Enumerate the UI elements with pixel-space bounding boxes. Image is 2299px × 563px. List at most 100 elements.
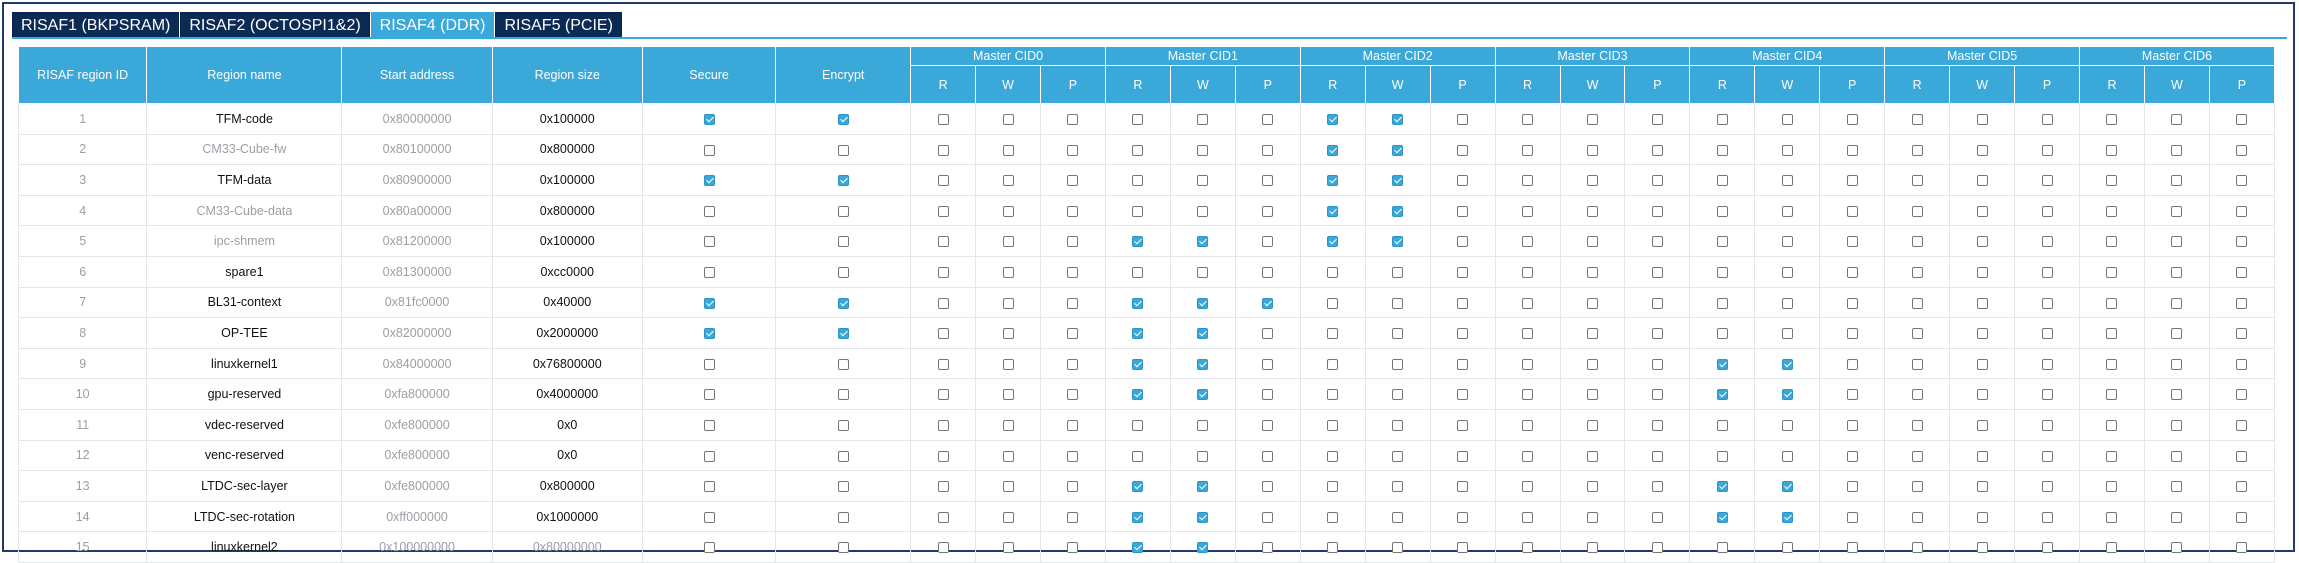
cid1-w-checkbox[interactable]: [1197, 266, 1209, 278]
cid4-r-checkbox[interactable]: [1716, 114, 1728, 125]
cid4-w-checkbox[interactable]: [1781, 389, 1793, 401]
cid3-w-checkbox[interactable]: [1586, 175, 1598, 187]
cid4-p-checkbox[interactable]: [1846, 542, 1858, 554]
cid5-p-checkbox[interactable]: [2041, 205, 2053, 217]
cid5-r-checkbox[interactable]: [1911, 266, 1923, 278]
encrypt-checkbox[interactable]: [837, 419, 849, 431]
cid1-p-checkbox[interactable]: [1262, 297, 1274, 309]
cid2-p-checkbox[interactable]: [1457, 114, 1469, 125]
cid5-r-checkbox[interactable]: [1911, 114, 1923, 125]
encrypt-checkbox[interactable]: [837, 328, 849, 340]
cid6-w-checkbox[interactable]: [2171, 542, 2183, 554]
cid3-r-checkbox[interactable]: [1522, 511, 1534, 523]
cid2-w-checkbox[interactable]: [1392, 328, 1404, 340]
cid4-w-checkbox[interactable]: [1781, 328, 1793, 340]
cid5-p-checkbox[interactable]: [2041, 175, 2053, 187]
cid1-r-checkbox[interactable]: [1132, 205, 1144, 217]
cid1-w-checkbox[interactable]: [1197, 297, 1209, 309]
tab-risaf4[interactable]: RISAF4 (DDR): [370, 12, 495, 38]
cid3-r-checkbox[interactable]: [1522, 358, 1534, 370]
cid2-p-checkbox[interactable]: [1457, 297, 1469, 309]
cid1-p-checkbox[interactable]: [1262, 481, 1274, 493]
cid2-r-checkbox[interactable]: [1327, 542, 1339, 554]
cid4-r-checkbox[interactable]: [1716, 297, 1728, 309]
cid0-p-checkbox[interactable]: [1067, 144, 1079, 156]
cid4-w-checkbox[interactable]: [1781, 236, 1793, 248]
cid0-p-checkbox[interactable]: [1067, 542, 1079, 554]
cid0-p-checkbox[interactable]: [1067, 297, 1079, 309]
cid2-w-checkbox[interactable]: [1392, 144, 1404, 156]
cid6-w-checkbox[interactable]: [2171, 114, 2183, 125]
cid2-p-checkbox[interactable]: [1457, 205, 1469, 217]
cid3-w-checkbox[interactable]: [1586, 297, 1598, 309]
secure-checkbox[interactable]: [703, 266, 715, 278]
cid5-w-checkbox[interactable]: [1976, 144, 1988, 156]
encrypt-checkbox[interactable]: [837, 266, 849, 278]
secure-checkbox[interactable]: [703, 328, 715, 340]
cid3-w-checkbox[interactable]: [1586, 266, 1598, 278]
cid5-r-checkbox[interactable]: [1911, 144, 1923, 156]
secure-checkbox[interactable]: [703, 419, 715, 431]
cid5-w-checkbox[interactable]: [1976, 511, 1988, 523]
cid1-r-checkbox[interactable]: [1132, 358, 1144, 370]
cid0-r-checkbox[interactable]: [937, 419, 949, 431]
cid1-r-checkbox[interactable]: [1132, 175, 1144, 187]
cid0-w-checkbox[interactable]: [1002, 542, 1014, 554]
cid5-r-checkbox[interactable]: [1911, 358, 1923, 370]
cid3-r-checkbox[interactable]: [1522, 175, 1534, 187]
cid0-r-checkbox[interactable]: [937, 144, 949, 156]
cid0-r-checkbox[interactable]: [937, 450, 949, 462]
encrypt-checkbox[interactable]: [837, 358, 849, 370]
cid3-w-checkbox[interactable]: [1586, 328, 1598, 340]
cid0-w-checkbox[interactable]: [1002, 236, 1014, 248]
cid6-r-checkbox[interactable]: [2106, 450, 2118, 462]
cid6-p-checkbox[interactable]: [2236, 144, 2248, 156]
cid3-w-checkbox[interactable]: [1586, 114, 1598, 125]
cid4-p-checkbox[interactable]: [1846, 328, 1858, 340]
cid2-p-checkbox[interactable]: [1457, 389, 1469, 401]
cid0-w-checkbox[interactable]: [1002, 328, 1014, 340]
cid2-r-checkbox[interactable]: [1327, 144, 1339, 156]
cid4-w-checkbox[interactable]: [1781, 511, 1793, 523]
cid2-w-checkbox[interactable]: [1392, 542, 1404, 554]
cid4-r-checkbox[interactable]: [1716, 236, 1728, 248]
cid3-p-checkbox[interactable]: [1651, 419, 1663, 431]
cid6-r-checkbox[interactable]: [2106, 114, 2118, 125]
cid2-p-checkbox[interactable]: [1457, 511, 1469, 523]
cid4-p-checkbox[interactable]: [1846, 205, 1858, 217]
cid3-r-checkbox[interactable]: [1522, 297, 1534, 309]
cid1-p-checkbox[interactable]: [1262, 542, 1274, 554]
cid3-p-checkbox[interactable]: [1651, 542, 1663, 554]
cid4-p-checkbox[interactable]: [1846, 358, 1858, 370]
cid0-r-checkbox[interactable]: [937, 328, 949, 340]
cid4-p-checkbox[interactable]: [1846, 481, 1858, 493]
cid0-w-checkbox[interactable]: [1002, 419, 1014, 431]
cid3-p-checkbox[interactable]: [1651, 266, 1663, 278]
cid5-p-checkbox[interactable]: [2041, 114, 2053, 125]
cid4-w-checkbox[interactable]: [1781, 419, 1793, 431]
cid1-r-checkbox[interactable]: [1132, 389, 1144, 401]
encrypt-checkbox[interactable]: [837, 175, 849, 187]
cid0-r-checkbox[interactable]: [937, 511, 949, 523]
cid4-w-checkbox[interactable]: [1781, 297, 1793, 309]
cid5-w-checkbox[interactable]: [1976, 450, 1988, 462]
secure-checkbox[interactable]: [703, 144, 715, 156]
cid5-p-checkbox[interactable]: [2041, 266, 2053, 278]
encrypt-checkbox[interactable]: [837, 511, 849, 523]
cid6-p-checkbox[interactable]: [2236, 481, 2248, 493]
cid4-r-checkbox[interactable]: [1716, 358, 1728, 370]
cid1-p-checkbox[interactable]: [1262, 236, 1274, 248]
cid1-w-checkbox[interactable]: [1197, 419, 1209, 431]
cid6-w-checkbox[interactable]: [2171, 236, 2183, 248]
cid1-w-checkbox[interactable]: [1197, 328, 1209, 340]
cid1-p-checkbox[interactable]: [1262, 266, 1274, 278]
cid2-r-checkbox[interactable]: [1327, 511, 1339, 523]
cid2-w-checkbox[interactable]: [1392, 450, 1404, 462]
cid0-w-checkbox[interactable]: [1002, 389, 1014, 401]
cid6-p-checkbox[interactable]: [2236, 114, 2248, 125]
cid6-w-checkbox[interactable]: [2171, 358, 2183, 370]
cid4-r-checkbox[interactable]: [1716, 511, 1728, 523]
cid3-r-checkbox[interactable]: [1522, 236, 1534, 248]
cid2-r-checkbox[interactable]: [1327, 205, 1339, 217]
cid1-p-checkbox[interactable]: [1262, 175, 1274, 187]
